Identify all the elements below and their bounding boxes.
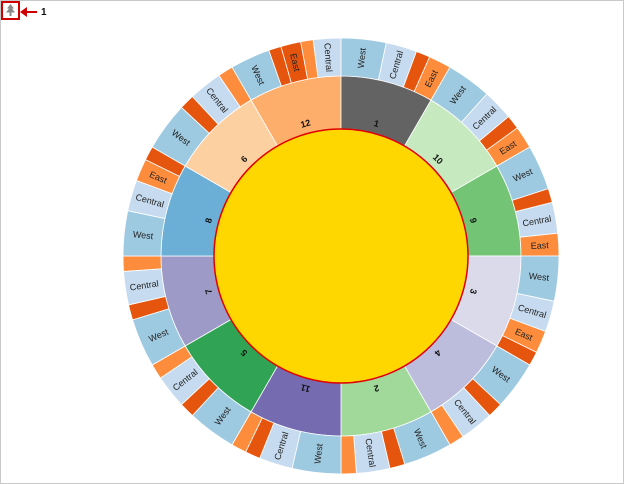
outer-ring: West East Central West Central East West Centra… xyxy=(122,37,560,475)
outer-segment-label: Central xyxy=(522,214,552,229)
outer-segment[interactable] xyxy=(122,255,162,272)
inner-segment-label: 11 xyxy=(300,382,312,394)
inner-segment-label: 8 xyxy=(203,217,214,224)
outer-segment-label: Central xyxy=(322,43,334,73)
arrow-left-icon xyxy=(20,7,37,17)
inner-segment-label: 4 xyxy=(433,348,444,359)
outer-segment-label: Central xyxy=(129,278,159,292)
tree-icon xyxy=(6,4,15,16)
center-circle xyxy=(213,128,469,384)
inner-segment-label: 3 xyxy=(468,288,479,295)
inner-ring: 12 1 10 9 3 4 2 11 5 7 8 6 xyxy=(160,75,522,437)
inner-segment-label: 9 xyxy=(468,217,479,224)
outer-segment-label: Central xyxy=(363,438,377,468)
outer-segment[interactable] xyxy=(340,435,357,475)
inner-segment-label: 2 xyxy=(373,383,380,394)
inner-segment-label: 12 xyxy=(299,118,311,130)
inner-segment-label: 6 xyxy=(239,154,250,165)
outer-segment-label: West xyxy=(132,229,154,241)
outer-segment-label: West xyxy=(356,47,368,69)
outer-segment-label: West xyxy=(312,443,324,465)
inner-segment-label: 1 xyxy=(373,118,380,129)
outer-segment[interactable] xyxy=(218,66,252,108)
outer-segment-label: West xyxy=(528,271,550,283)
inner-segment-label: 10 xyxy=(431,152,445,166)
inner-segment-label: 7 xyxy=(203,288,214,295)
outer-segment-label: East xyxy=(288,52,302,72)
outer-segment-label: East xyxy=(530,240,549,251)
tree-icon-button[interactable] xyxy=(1,1,20,20)
callout-number: 1 xyxy=(41,7,47,18)
inner-segment-label: 5 xyxy=(239,348,250,359)
